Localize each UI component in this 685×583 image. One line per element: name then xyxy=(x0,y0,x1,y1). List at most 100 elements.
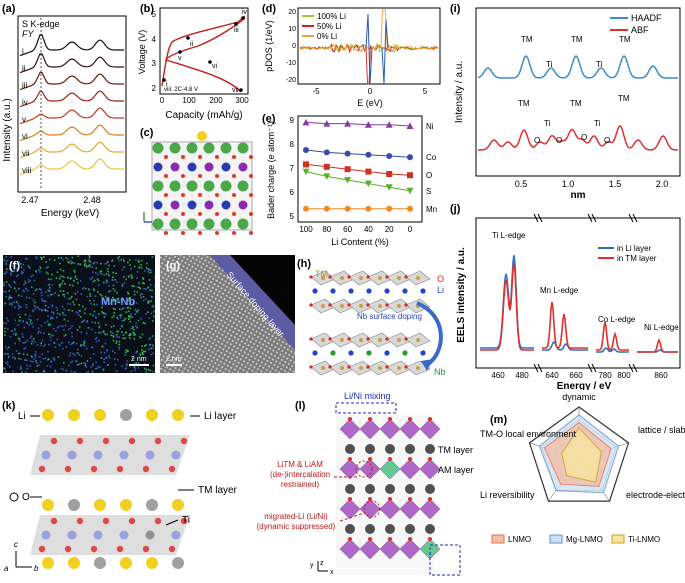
eds-pixel xyxy=(20,366,22,368)
eds-pixel xyxy=(138,260,140,262)
eds-pixel xyxy=(48,278,50,280)
eds-pixel xyxy=(36,258,38,260)
li-atom xyxy=(42,499,54,511)
eds-pixel xyxy=(31,286,33,288)
ti-atom xyxy=(94,557,106,569)
eds-pixel xyxy=(144,345,146,347)
legend-mg-swatch xyxy=(550,535,562,543)
panel-k-svg: (k) Li Li layer O TM layer Ti c a b xyxy=(0,385,280,578)
axis-z: z xyxy=(320,560,324,567)
eds-pixel xyxy=(145,371,147,373)
eds-pixel xyxy=(149,279,151,281)
panel-e-series xyxy=(303,119,414,212)
tm-atom xyxy=(94,451,103,460)
li-atom xyxy=(146,557,158,569)
eds-pixel xyxy=(34,302,36,304)
eds-pixel xyxy=(40,361,42,363)
panel-b-ytick-3: 4 xyxy=(152,35,157,44)
li-nb-atom xyxy=(420,350,425,355)
eds-pixel xyxy=(98,313,100,315)
eds-pixel xyxy=(96,337,98,339)
eds-pixel xyxy=(14,320,16,322)
o-atom xyxy=(366,275,369,278)
eds-pixel xyxy=(6,264,8,266)
tm-atom xyxy=(340,366,344,370)
eds-pixel xyxy=(67,276,69,278)
spectrum-label-iv: iv xyxy=(22,98,28,107)
panel-b-frame xyxy=(160,8,248,94)
eds-pixel xyxy=(114,265,116,267)
tm-atom xyxy=(146,451,155,460)
eds-pixel xyxy=(61,342,63,344)
eds-pixel xyxy=(147,287,149,289)
eds-pixel xyxy=(79,363,81,365)
li-atom xyxy=(312,288,317,293)
eds-pixel xyxy=(95,317,97,319)
panel-i-svg: (i) HAADF ABF TM Ti TM Ti TM TM Ti O O T… xyxy=(448,0,685,200)
eds-pixel xyxy=(59,276,61,278)
eds-pixel xyxy=(107,261,109,263)
eds-pixel xyxy=(3,322,5,324)
eds-pixel xyxy=(108,275,110,277)
eds-pixel xyxy=(30,321,32,323)
eds-pixel xyxy=(59,284,61,286)
eds-pixel xyxy=(118,260,120,262)
eds-pixel xyxy=(130,334,132,336)
o-atom xyxy=(348,497,352,501)
o-atom xyxy=(385,303,388,306)
am-atom xyxy=(405,484,415,494)
tm-atom xyxy=(416,366,420,370)
eds-pixel xyxy=(39,356,41,358)
o-atom xyxy=(51,518,57,524)
eds-pixel xyxy=(92,371,94,373)
spectrum-label-i: i xyxy=(22,47,24,56)
li-nb-atom xyxy=(330,350,335,355)
eds-pixel xyxy=(8,290,10,292)
edge-ni: Ni L-edge xyxy=(644,323,679,332)
eds-pixel xyxy=(4,334,6,336)
eds-pixel xyxy=(100,352,102,354)
eds-pixel xyxy=(151,313,153,315)
eds-pixel xyxy=(151,290,153,292)
panel-j-xtick-1: 460 xyxy=(491,371,505,380)
eds-pixel xyxy=(153,316,155,318)
atom xyxy=(188,163,197,172)
eds-pixel xyxy=(154,277,155,279)
panel-m-svg: (m) dynamic lattice / slab stability ele… xyxy=(478,385,685,578)
spectrum-label-viii: viii xyxy=(22,166,32,175)
panel-g-svg: (g) Surface doping layer 2 nm xyxy=(160,255,295,373)
eds-pixel xyxy=(96,267,98,269)
panel-m: (m) dynamic lattice / slab stability ele… xyxy=(478,385,685,578)
eds-pixel xyxy=(70,327,72,329)
eds-pixel xyxy=(3,282,5,284)
eds-pixel xyxy=(25,282,27,284)
eds-pixel xyxy=(154,310,155,312)
eds-pixel xyxy=(123,334,125,336)
eds-pixel xyxy=(110,335,112,337)
li-atom xyxy=(120,557,132,569)
eds-pixel xyxy=(123,260,125,262)
eds-pixel xyxy=(145,351,147,353)
eds-pixel xyxy=(26,365,28,367)
eds-pixel xyxy=(37,344,39,346)
eds-pixel xyxy=(23,272,25,274)
eds-pixel xyxy=(6,281,8,283)
eds-pixel xyxy=(43,358,45,360)
eds-pixel xyxy=(18,321,20,323)
eds-pixel xyxy=(70,278,72,280)
series-line-Co xyxy=(306,150,410,157)
tm-atom xyxy=(340,338,344,342)
eds-pixel xyxy=(82,344,84,346)
eds-pixel xyxy=(103,312,105,314)
tm-atom xyxy=(378,304,382,308)
legend-lnmo-swatch xyxy=(492,535,504,543)
eds-pixel xyxy=(81,293,83,295)
eds-pixel xyxy=(123,319,125,321)
eds-pixel xyxy=(114,308,116,310)
eds-pixel xyxy=(116,317,118,319)
eds-pixel xyxy=(76,299,78,301)
eds-pixel xyxy=(48,285,50,287)
haadf-label-2: Ti xyxy=(546,60,553,69)
panel-c-label: (c) xyxy=(140,127,154,139)
